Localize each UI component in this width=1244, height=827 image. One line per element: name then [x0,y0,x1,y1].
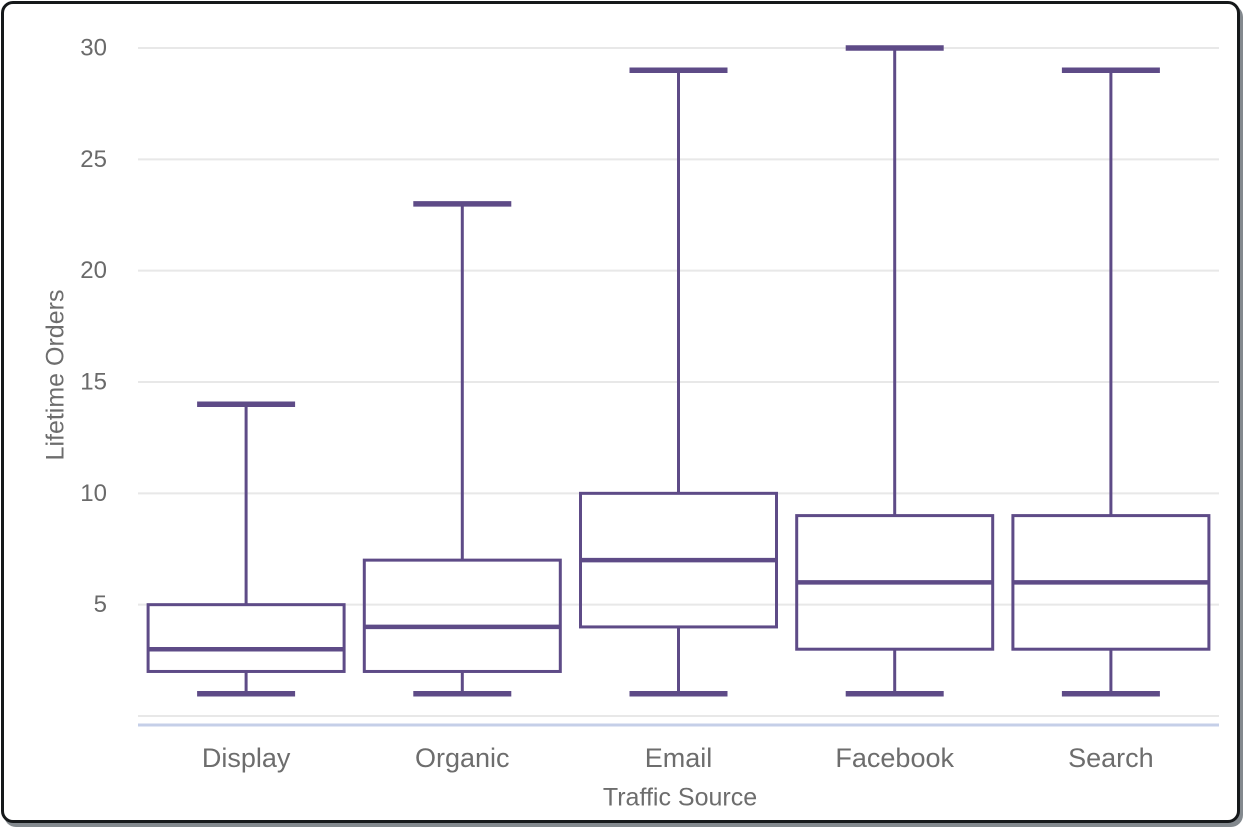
iqr-box[interactable] [146,603,346,673]
x-category-label: Organic [415,743,510,773]
y-tick-label: 30 [80,35,107,62]
x-category-label: Email [645,743,713,773]
y-tick-label: 25 [80,146,107,173]
boxplot-search[interactable] [1011,67,1211,697]
y-tick-label: 20 [80,257,107,284]
boxplot-chart: 5 10 15 20 25 30 Display Organic Email Facebook Se… [80,35,1219,773]
boxplot-facebook[interactable] [795,45,995,697]
iqr-box[interactable] [362,558,562,673]
boxplot-email[interactable] [579,67,778,697]
boxplot-organic[interactable] [362,201,562,697]
boxplot-display[interactable] [146,401,346,697]
x-category-label: Search [1068,743,1154,773]
y-tick-label: 15 [80,369,107,396]
x-category-label: Display [202,743,291,773]
y-tick-label: 10 [80,480,107,507]
y-axis-title: Lifetime Orders [41,289,70,461]
y-tick-label: 5 [94,591,107,618]
x-axis-title: Traffic Source [602,783,758,812]
x-category-label: Facebook [835,743,954,773]
